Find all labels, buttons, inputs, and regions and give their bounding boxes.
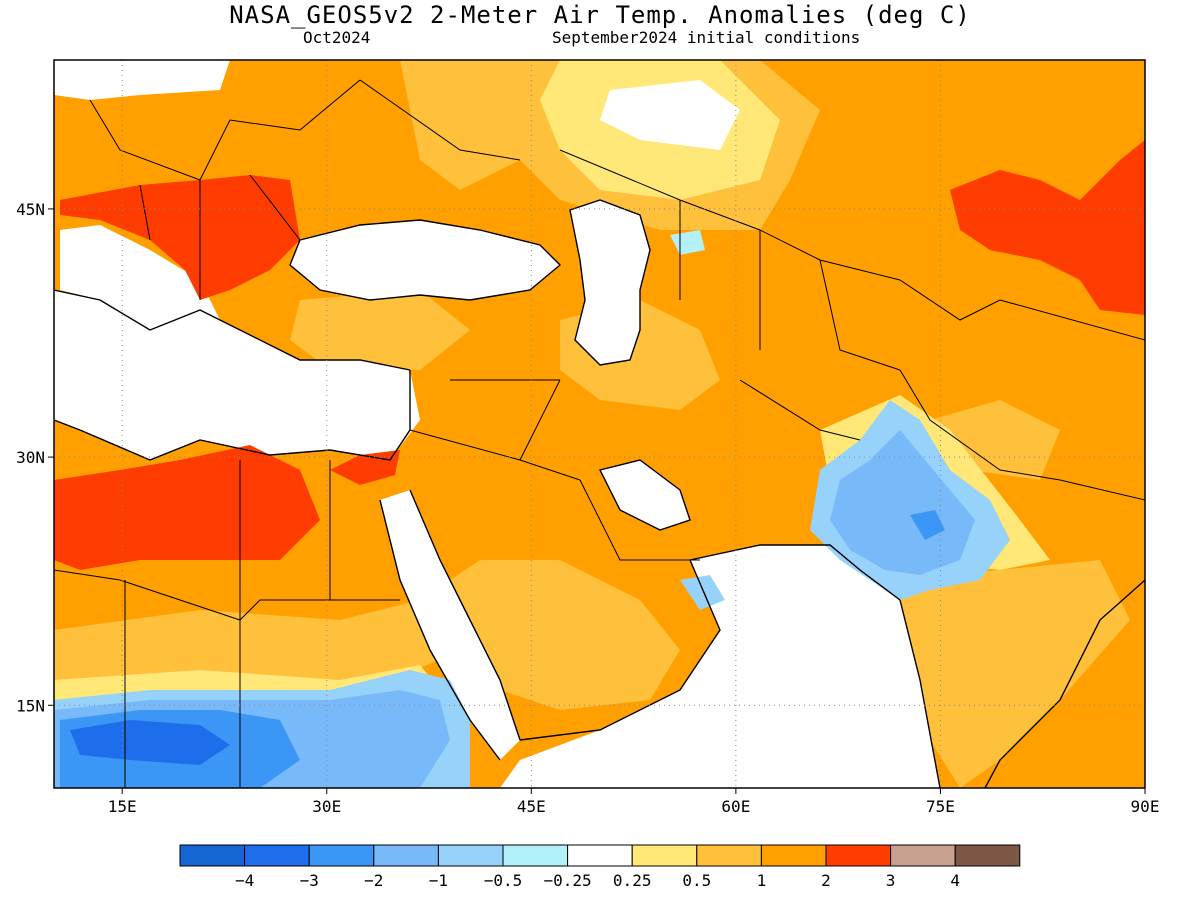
iran-pakistan-coast bbox=[689, 544, 901, 601]
europe-borders bbox=[89, 79, 521, 300]
colorbar-swatch bbox=[696, 844, 762, 867]
colorbar-label: 4 bbox=[950, 871, 960, 890]
graticule bbox=[54, 60, 1145, 788]
colorbar-label: −0.25 bbox=[544, 871, 592, 890]
colorbar-label: −3 bbox=[300, 871, 319, 890]
middle-east-borders bbox=[409, 379, 700, 561]
forecast-month: Oct2024 bbox=[303, 28, 371, 47]
central-asia-borders bbox=[559, 149, 1145, 371]
colorbar-swatch bbox=[567, 844, 633, 867]
cool-pakistan-core bbox=[830, 430, 975, 575]
warm-mongolia-china bbox=[950, 140, 1145, 315]
neutral-aral-region bbox=[600, 80, 740, 150]
caspian-coast bbox=[569, 199, 651, 366]
neutral-north-europe bbox=[54, 60, 230, 100]
colorbar-label: −2 bbox=[364, 871, 383, 890]
colorbar-label: −4 bbox=[235, 871, 254, 890]
neutral-black-sea bbox=[290, 220, 560, 300]
mediterranean-south-coast bbox=[54, 370, 411, 461]
x-tick-label: 45E bbox=[517, 797, 546, 816]
cool-pakistan-deep bbox=[910, 510, 945, 540]
borders bbox=[54, 79, 1145, 788]
black-sea-coast bbox=[289, 219, 562, 301]
light-warm-mediterranean-coast bbox=[290, 290, 470, 370]
colorbar-swatch bbox=[373, 844, 439, 867]
colorbar-swatch bbox=[244, 844, 310, 867]
colorbar-label: 0.25 bbox=[613, 871, 652, 890]
persian-gulf-coast bbox=[598, 459, 691, 531]
red-sea-west-coast bbox=[379, 499, 501, 761]
cool-uzbekistan-patch bbox=[670, 230, 705, 255]
map-title: NASA_GEOS5v2 2-Meter Air Temp. Anomalies… bbox=[229, 1, 971, 29]
neutral-red-sea bbox=[380, 490, 520, 760]
latitude-ticks: 45N 30N 15N bbox=[16, 200, 54, 715]
colorbar-label: −1 bbox=[429, 871, 448, 890]
warm-north-africa bbox=[54, 445, 320, 570]
neutral-adriatic-italy bbox=[60, 225, 220, 345]
south-asia-borders bbox=[739, 369, 1145, 501]
cool-oman-patch bbox=[680, 575, 725, 610]
initial-conditions: September2024 initial conditions bbox=[552, 28, 861, 47]
mediterranean-north-coast bbox=[54, 289, 411, 371]
colorbar-swatch bbox=[179, 844, 246, 867]
light-warm-india bbox=[880, 560, 1130, 788]
india-west-coast bbox=[899, 599, 941, 788]
colorbar-label: −0.5 bbox=[484, 871, 523, 890]
neutral-persian-gulf bbox=[600, 460, 690, 530]
anomaly-field bbox=[54, 60, 1145, 788]
y-tick-label: 30N bbox=[16, 448, 45, 467]
colorbar-label: 0.5 bbox=[682, 871, 711, 890]
x-tick-label: 30E bbox=[312, 797, 341, 816]
colorbar-swatch bbox=[954, 844, 1021, 867]
colorbar-label: 2 bbox=[821, 871, 831, 890]
colorbar-label: 1 bbox=[757, 871, 767, 890]
red-sea-east-coast bbox=[409, 489, 521, 741]
warm-balkans bbox=[60, 175, 300, 300]
colorbar-swatch bbox=[890, 844, 956, 867]
neutral-arabian-sea bbox=[500, 545, 940, 788]
map-frame bbox=[53, 59, 1146, 789]
x-tick-label: 60E bbox=[721, 797, 750, 816]
x-tick-label: 15E bbox=[108, 797, 137, 816]
colorbar-swatch bbox=[437, 844, 504, 867]
colorbar: −4 −3 −2 −1 −0.5 −0.25 0.25 0.5 1 2 3 4 bbox=[179, 844, 1021, 890]
x-tick-label: 90E bbox=[1131, 797, 1160, 816]
colorbar-label: 3 bbox=[886, 871, 896, 890]
colorbar-swatch bbox=[631, 844, 698, 867]
light-warm-sahel bbox=[54, 600, 440, 690]
colorbar-swatch bbox=[502, 844, 569, 867]
colorbar-swatch bbox=[825, 844, 892, 867]
india-east-coast bbox=[984, 579, 1145, 788]
colorbar-swatch bbox=[308, 844, 375, 867]
north-africa-borders bbox=[54, 460, 400, 788]
longitude-ticks: 15E 30E 45E 60E 75E 90E bbox=[108, 788, 1160, 816]
neutral-caspian bbox=[570, 200, 650, 365]
arabian-peninsula-south-coast bbox=[519, 559, 721, 741]
neutral-mediterranean bbox=[54, 290, 420, 460]
colorbar-swatch bbox=[760, 844, 827, 867]
y-tick-label: 45N bbox=[16, 200, 45, 219]
y-tick-label: 15N bbox=[16, 696, 45, 715]
coastlines bbox=[54, 199, 1145, 788]
x-tick-label: 75E bbox=[926, 797, 955, 816]
cool-sahel-deep bbox=[70, 720, 230, 765]
